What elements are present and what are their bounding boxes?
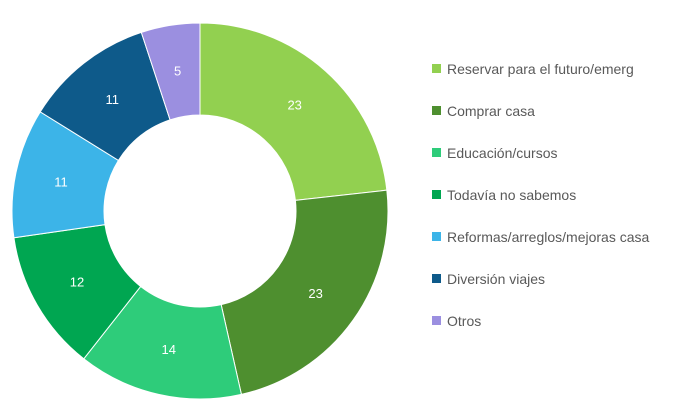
legend-swatch-0	[432, 64, 441, 73]
legend-item-0: Reservar para el futuro/emerg	[432, 58, 649, 79]
legend-label-0: Reservar para el futuro/emerg	[447, 60, 634, 77]
slice-data-label-4: 11	[54, 174, 68, 189]
legend-item-6: Otros	[432, 310, 649, 331]
slice-data-label-5: 11	[105, 92, 119, 107]
legend-label-3: Todavía no sabemos	[447, 186, 577, 203]
legend-swatch-6	[432, 316, 441, 325]
legend-label-2: Educación/cursos	[447, 144, 558, 161]
legend-item-5: Diversión viajes	[432, 268, 649, 289]
legend-label-6: Otros	[447, 312, 482, 329]
legend-item-4: Reformas/arreglos/mejoras casa	[432, 226, 649, 247]
donut-plot-area: 23 23 14 12 11 11 5	[11, 22, 389, 400]
chart-legend: Reservar para el futuro/emerg Comprar cas…	[432, 58, 649, 352]
slice-data-label-0: 23	[287, 98, 301, 113]
legend-item-2: Educación/cursos	[432, 142, 649, 163]
legend-swatch-4	[432, 232, 441, 241]
legend-label-1: Comprar casa	[447, 102, 535, 119]
legend-item-1: Comprar casa	[432, 100, 649, 121]
donut-slice-0	[199, 22, 388, 201]
slice-data-label-2: 14	[161, 342, 175, 357]
slice-data-label-3: 12	[70, 275, 84, 290]
legend-label-4: Reformas/arreglos/mejoras casa	[447, 228, 650, 245]
slice-data-label-6: 5	[174, 63, 181, 78]
legend-item-3: Todavía no sabemos	[432, 184, 649, 205]
legend-label-5: Diversión viajes	[447, 270, 546, 287]
slice-data-label-1: 23	[308, 286, 322, 301]
legend-swatch-1	[432, 106, 441, 115]
donut-slice-1	[220, 189, 389, 395]
legend-swatch-2	[432, 148, 441, 157]
legend-swatch-5	[432, 274, 441, 283]
legend-swatch-3	[432, 190, 441, 199]
donut-slice-6	[140, 22, 201, 121]
